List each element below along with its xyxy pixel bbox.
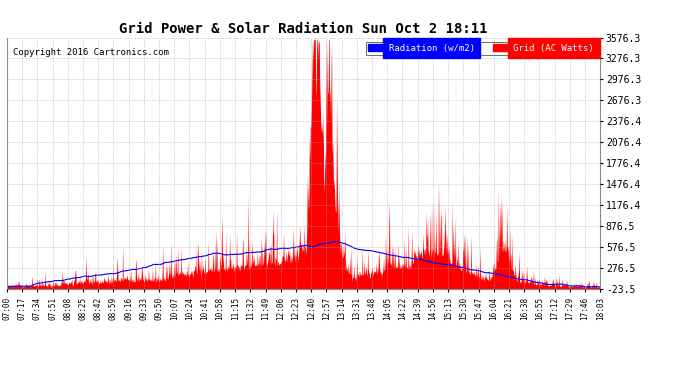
Legend: Radiation (w/m2), Grid (AC Watts): Radiation (w/m2), Grid (AC Watts): [366, 42, 595, 55]
Text: Copyright 2016 Cartronics.com: Copyright 2016 Cartronics.com: [13, 48, 169, 57]
Title: Grid Power & Solar Radiation Sun Oct 2 18:11: Grid Power & Solar Radiation Sun Oct 2 1…: [119, 22, 488, 36]
